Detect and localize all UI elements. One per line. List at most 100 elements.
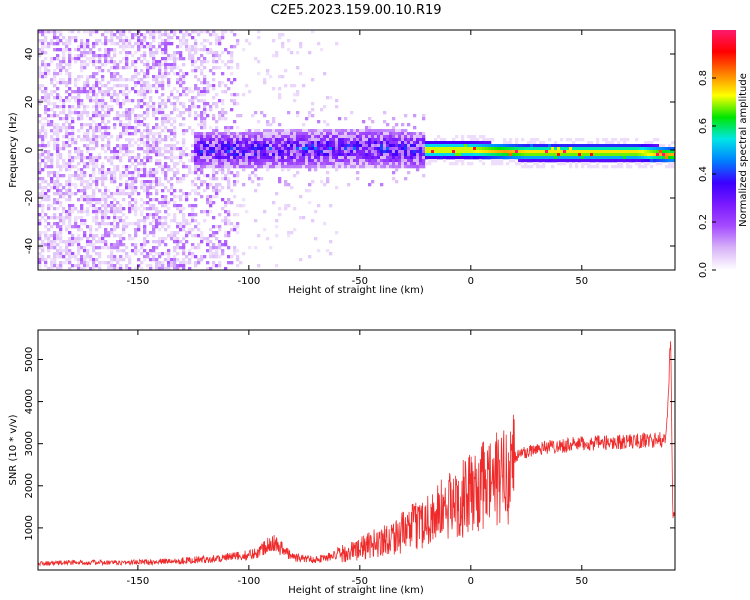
heatmap-cell	[167, 129, 171, 133]
heatmap-cell	[167, 120, 171, 124]
heatmap-cell	[293, 93, 297, 97]
heatmap-cell	[119, 234, 123, 238]
heatmap-cell	[143, 231, 147, 235]
heatmap-cell	[92, 105, 96, 109]
heatmap-cell	[53, 36, 57, 40]
heatmap-cell	[185, 240, 189, 244]
heatmap-cell	[173, 201, 177, 205]
heatmap-cell	[68, 156, 72, 160]
heatmap-cell	[107, 234, 111, 238]
heatmap-cell	[149, 45, 153, 49]
heatmap-cell	[185, 231, 189, 235]
heatmap-cell	[104, 129, 108, 133]
heatmap-cell	[68, 159, 72, 163]
heatmap-cell	[146, 45, 150, 49]
heatmap-cell	[365, 150, 369, 154]
heatmap-cell	[131, 108, 135, 112]
heatmap-cell	[227, 60, 231, 64]
heatmap-cell	[185, 261, 189, 265]
heatmap-cell	[149, 105, 153, 109]
heatmap-cell	[557, 156, 561, 160]
heatmap-cell	[59, 156, 63, 160]
heatmap-cell	[164, 144, 168, 148]
heatmap-cell	[128, 117, 132, 121]
heatmap-cell	[89, 33, 93, 37]
heatmap-cell	[119, 177, 123, 181]
heatmap-cell	[128, 186, 132, 190]
heatmap-cell	[221, 198, 225, 202]
y-tick-label: 40	[24, 48, 35, 61]
heatmap-cell	[65, 132, 69, 136]
heatmap-cell	[230, 261, 234, 265]
heatmap-cell	[212, 234, 216, 238]
heatmap-cell	[122, 90, 126, 94]
heatmap-cell	[56, 255, 60, 259]
heatmap-cell	[437, 150, 441, 154]
heatmap-cell	[107, 90, 111, 94]
heatmap-cell	[86, 138, 90, 142]
heatmap-cell	[308, 135, 312, 139]
heatmap-cell	[377, 153, 381, 157]
heatmap-cell	[299, 129, 303, 133]
heatmap-cell	[98, 168, 102, 172]
heatmap-cell	[176, 168, 180, 172]
heatmap-cell	[215, 129, 219, 133]
heatmap-cell	[71, 192, 75, 196]
heatmap-cell	[92, 54, 96, 58]
heatmap-cell	[56, 135, 60, 139]
heatmap-cell	[212, 84, 216, 88]
heatmap-cell	[59, 234, 63, 238]
heatmap-cell	[473, 135, 477, 139]
heatmap-cell	[371, 141, 375, 145]
heatmap-cell	[353, 138, 357, 142]
heatmap-cell	[104, 240, 108, 244]
heatmap-cell	[71, 96, 75, 100]
heatmap-cell	[302, 162, 306, 166]
heatmap-cell	[161, 168, 165, 172]
heatmap-cell	[593, 150, 597, 154]
heatmap-cell	[92, 84, 96, 88]
heatmap-cell	[392, 156, 396, 160]
heatmap-cell	[104, 243, 108, 247]
heatmap-cell	[128, 171, 132, 175]
heatmap-cell	[89, 201, 93, 205]
heatmap-cell	[296, 132, 300, 136]
heatmap-cell	[206, 81, 210, 85]
heatmap-cell	[101, 234, 105, 238]
heatmap-cell	[44, 36, 48, 40]
heatmap-cell	[92, 141, 96, 145]
heatmap-cell	[119, 45, 123, 49]
heatmap-cell	[167, 33, 171, 37]
heatmap-cell	[215, 192, 219, 196]
heatmap-cell	[119, 192, 123, 196]
heatmap-cell	[281, 147, 285, 151]
heatmap-cell	[278, 138, 282, 142]
heatmap-cell	[86, 78, 90, 82]
heatmap-cell	[53, 198, 57, 202]
heatmap-cell	[278, 129, 282, 133]
heatmap-cell	[143, 243, 147, 247]
heatmap-cell	[92, 129, 96, 133]
heatmap-cell	[491, 147, 495, 151]
heatmap-cell	[407, 171, 411, 175]
heatmap-cell	[218, 39, 222, 43]
heatmap-cell	[92, 243, 96, 247]
heatmap-cell	[131, 63, 135, 67]
heatmap-cell	[170, 168, 174, 172]
heatmap-cell	[122, 93, 126, 97]
heatmap-cell	[119, 39, 123, 43]
heatmap-cell	[308, 165, 312, 169]
heatmap-cell	[152, 108, 156, 112]
heatmap-cell	[38, 261, 42, 265]
heatmap-cell	[332, 153, 336, 157]
heatmap-cell	[380, 132, 384, 136]
heatmap-cell	[629, 147, 633, 151]
heatmap-cell	[122, 45, 126, 49]
heatmap-cell	[44, 156, 48, 160]
heatmap-cell	[158, 165, 162, 169]
heatmap-cell	[122, 57, 126, 61]
heatmap-cell	[284, 207, 288, 211]
heatmap-cell	[395, 153, 399, 157]
heatmap-cell	[344, 156, 348, 160]
heatmap-cell	[644, 153, 648, 157]
